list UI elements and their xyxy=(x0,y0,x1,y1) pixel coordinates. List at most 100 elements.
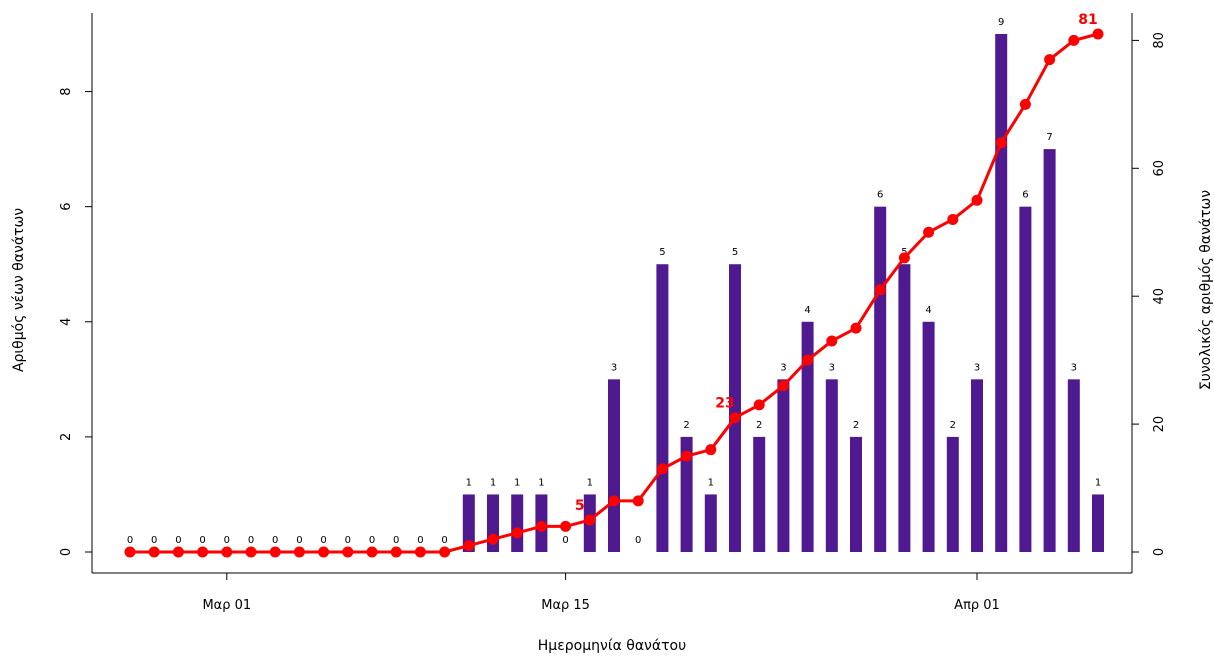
bar-value-label: 0 xyxy=(151,535,157,546)
bar-value-label: 1 xyxy=(490,477,496,488)
bar-value-label: 0 xyxy=(199,535,205,546)
bar xyxy=(511,494,524,552)
cumulative-point xyxy=(487,533,499,545)
bar-value-label: 9 xyxy=(998,17,1004,28)
cumulative-point xyxy=(729,412,741,424)
cumulative-point xyxy=(923,226,935,238)
bar xyxy=(898,264,911,552)
cumulative-point xyxy=(584,514,596,526)
y2-tick-label: 20 xyxy=(1152,416,1167,433)
bar-value-label: 0 xyxy=(417,535,423,546)
bar xyxy=(704,494,717,552)
cumulative-point xyxy=(874,284,886,296)
y-tick-label: 8 xyxy=(59,87,74,95)
bar xyxy=(1043,149,1056,552)
y2-tick-label: 40 xyxy=(1152,288,1167,305)
bar-value-label: 2 xyxy=(853,420,859,431)
cumulative-point xyxy=(124,546,136,558)
bar-value-label: 0 xyxy=(562,535,568,546)
cumulative-point xyxy=(366,546,378,558)
bar xyxy=(777,379,790,552)
cumulative-point xyxy=(681,450,693,462)
cumulative-point xyxy=(898,252,910,264)
bar-value-label: 0 xyxy=(320,535,326,546)
bar-value-label: 1 xyxy=(587,477,593,488)
bar-value-label: 7 xyxy=(1046,132,1052,143)
bar-value-label: 1 xyxy=(1095,477,1101,488)
cumulative-point xyxy=(511,527,523,539)
bar-value-label: 0 xyxy=(248,535,254,546)
x-axis-title: Ημερομηνία θανάτου xyxy=(538,638,686,654)
bar-value-label: 6 xyxy=(877,190,883,201)
bar-value-label: 4 xyxy=(804,305,810,316)
bar-value-label: 0 xyxy=(272,535,278,546)
bar-value-label: 0 xyxy=(635,535,641,546)
bar xyxy=(729,264,741,552)
bar-value-label: 2 xyxy=(950,420,956,431)
y-axis-title: Αριθμός νέων θανάτων xyxy=(11,208,27,372)
cumulative-point xyxy=(971,194,983,206)
bar-value-label: 3 xyxy=(974,362,980,373)
cumulative-point xyxy=(632,495,644,507)
cumulative-point xyxy=(656,463,668,475)
cumulative-annotation: 23 xyxy=(715,396,734,412)
bar-value-label: 1 xyxy=(708,477,714,488)
cumulative-point xyxy=(439,546,451,558)
x-tick-label: Απρ 01 xyxy=(954,598,1000,613)
y-ticks: 0 2 4 6 8 xyxy=(59,87,92,556)
cumulative-point xyxy=(826,335,838,347)
cumulative-point xyxy=(293,546,305,558)
cumulative-point xyxy=(753,399,765,411)
bar xyxy=(1067,379,1080,552)
bar-value-label: 4 xyxy=(925,305,931,316)
bar xyxy=(608,379,620,552)
bar xyxy=(753,436,766,552)
cumulative-point xyxy=(802,354,814,366)
x-tick-label: Μαρ 15 xyxy=(541,598,590,613)
cumulative-point xyxy=(995,137,1007,149)
cumulative-point xyxy=(1044,54,1056,66)
bar-value-label: 5 xyxy=(659,247,665,258)
bar xyxy=(825,379,838,552)
y-tick-label: 6 xyxy=(59,203,74,211)
bar xyxy=(1019,206,1032,552)
y2-tick-label: 60 xyxy=(1152,160,1167,177)
bar-value-label: 5 xyxy=(732,247,738,258)
cumulative-point xyxy=(535,520,547,532)
y2-tick-label: 80 xyxy=(1152,32,1167,49)
bar-value-label: 1 xyxy=(466,477,472,488)
bar-value-label: 1 xyxy=(538,477,544,488)
bar xyxy=(971,379,983,552)
cumulative-point xyxy=(1092,28,1104,40)
bar-value-label: 0 xyxy=(369,535,375,546)
cumulative-line-layer xyxy=(124,28,1104,558)
x-ticks: Μαρ 01 Μαρ 15 Απρ 01 xyxy=(202,573,1000,613)
bar xyxy=(462,494,475,552)
bar xyxy=(1092,494,1104,552)
bars-layer xyxy=(462,34,1104,552)
bar-value-label: 0 xyxy=(345,535,351,546)
y2-ticks: 0 20 40 60 80 xyxy=(1132,32,1167,556)
bar-value-label: 3 xyxy=(829,362,835,373)
cumulative-point xyxy=(172,546,184,558)
bar-value-label: 0 xyxy=(441,535,447,546)
y-tick-label: 0 xyxy=(59,548,74,556)
cumulative-point xyxy=(705,444,717,456)
bar xyxy=(801,321,814,552)
bar-labels-layer: 0000000000000011110130521523432654239673… xyxy=(127,17,1101,546)
cumulative-annotation: 5 xyxy=(575,498,585,514)
bar-value-label: 6 xyxy=(1022,190,1028,201)
bar-value-label: 1 xyxy=(514,477,520,488)
cumulative-point xyxy=(342,546,354,558)
bar-value-label: 0 xyxy=(296,535,302,546)
bar-value-label: 2 xyxy=(683,420,689,431)
bar xyxy=(922,321,935,552)
cumulative-point xyxy=(245,546,257,558)
bar xyxy=(680,436,693,552)
bar-value-label: 3 xyxy=(1071,362,1077,373)
cumulative-annotation: 81 xyxy=(1078,12,1097,28)
bar-value-label: 0 xyxy=(224,535,230,546)
bar-value-label: 3 xyxy=(611,362,617,373)
